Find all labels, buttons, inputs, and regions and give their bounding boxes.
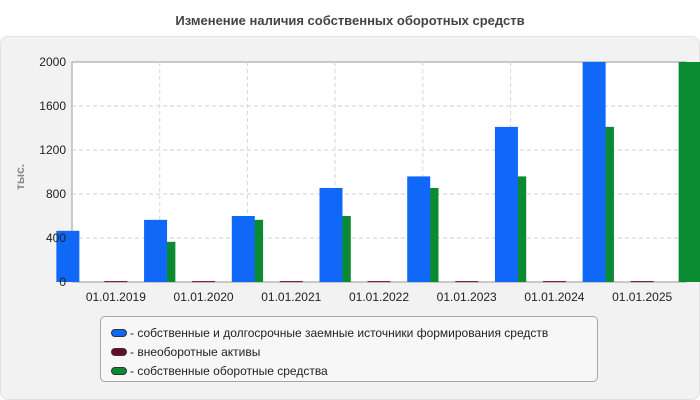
x-tick-label: 01.01.2022: [349, 290, 409, 304]
bar-sources: [582, 62, 606, 282]
x-tick-label: 01.01.2025: [612, 290, 672, 304]
bars: [56, 62, 700, 283]
x-tick-label: 01.01.2023: [437, 290, 497, 304]
legend: - собственные и долгосрочные заемные ист…: [100, 316, 598, 382]
bar-noncurrent-assets: [279, 281, 303, 283]
bar-noncurrent-assets: [367, 281, 391, 283]
bar-sources: [319, 187, 343, 282]
bar-noncurrent-assets: [455, 281, 479, 283]
y-tick-label: 1600: [39, 99, 66, 113]
bar-noncurrent-assets: [104, 281, 128, 283]
legend-label-noncurrent-assets: - внеоборотные активы: [130, 344, 261, 359]
y-tick-label: 2000: [39, 55, 66, 69]
legend-swatch-sources: [111, 328, 127, 337]
bar-sources: [494, 126, 518, 283]
bar-noncurrent-assets: [192, 281, 216, 283]
bar-sources: [56, 230, 80, 282]
y-axis: 0 400 800 1200 1600 2000: [39, 55, 66, 289]
x-tick-label: 01.01.2019: [86, 290, 146, 304]
y-axis-label: тыс.: [13, 163, 27, 190]
y-tick-label: 0: [59, 275, 66, 289]
y-tick-label: 1200: [39, 143, 66, 157]
bar-working-capital: [678, 62, 700, 282]
legend-label-working-capital: - собственные оборотные средства: [130, 363, 328, 378]
bar-noncurrent-assets: [630, 281, 654, 283]
legend-label-sources: - собственные и долгосрочные заемные ист…: [130, 325, 549, 340]
legend-swatch-working-capital: [111, 366, 127, 375]
bar-sources: [407, 176, 431, 282]
y-tick-label: 800: [46, 187, 66, 201]
x-tick-label: 01.01.2024: [524, 290, 584, 304]
bar-noncurrent-assets: [542, 281, 566, 283]
legend-item-working-capital: - собственные оборотные средства: [111, 361, 597, 380]
bar-sources: [144, 219, 168, 282]
legend-item-noncurrent-assets: - внеоборотные активы: [111, 342, 597, 361]
legend-swatch-noncurrent-assets: [111, 347, 127, 356]
bar-sources: [231, 216, 255, 282]
y-tick-label: 400: [46, 231, 66, 245]
chart-title: Изменение наличия собственных оборотных …: [175, 13, 525, 28]
x-axis: 01.01.2019 01.01.2020 01.01.2021 01.01.2022…: [86, 290, 673, 304]
legend-item-sources: - собственные и долгосрочные заемные ист…: [111, 323, 597, 342]
x-tick-label: 01.01.2021: [261, 290, 321, 304]
x-tick-label: 01.01.2020: [174, 290, 234, 304]
